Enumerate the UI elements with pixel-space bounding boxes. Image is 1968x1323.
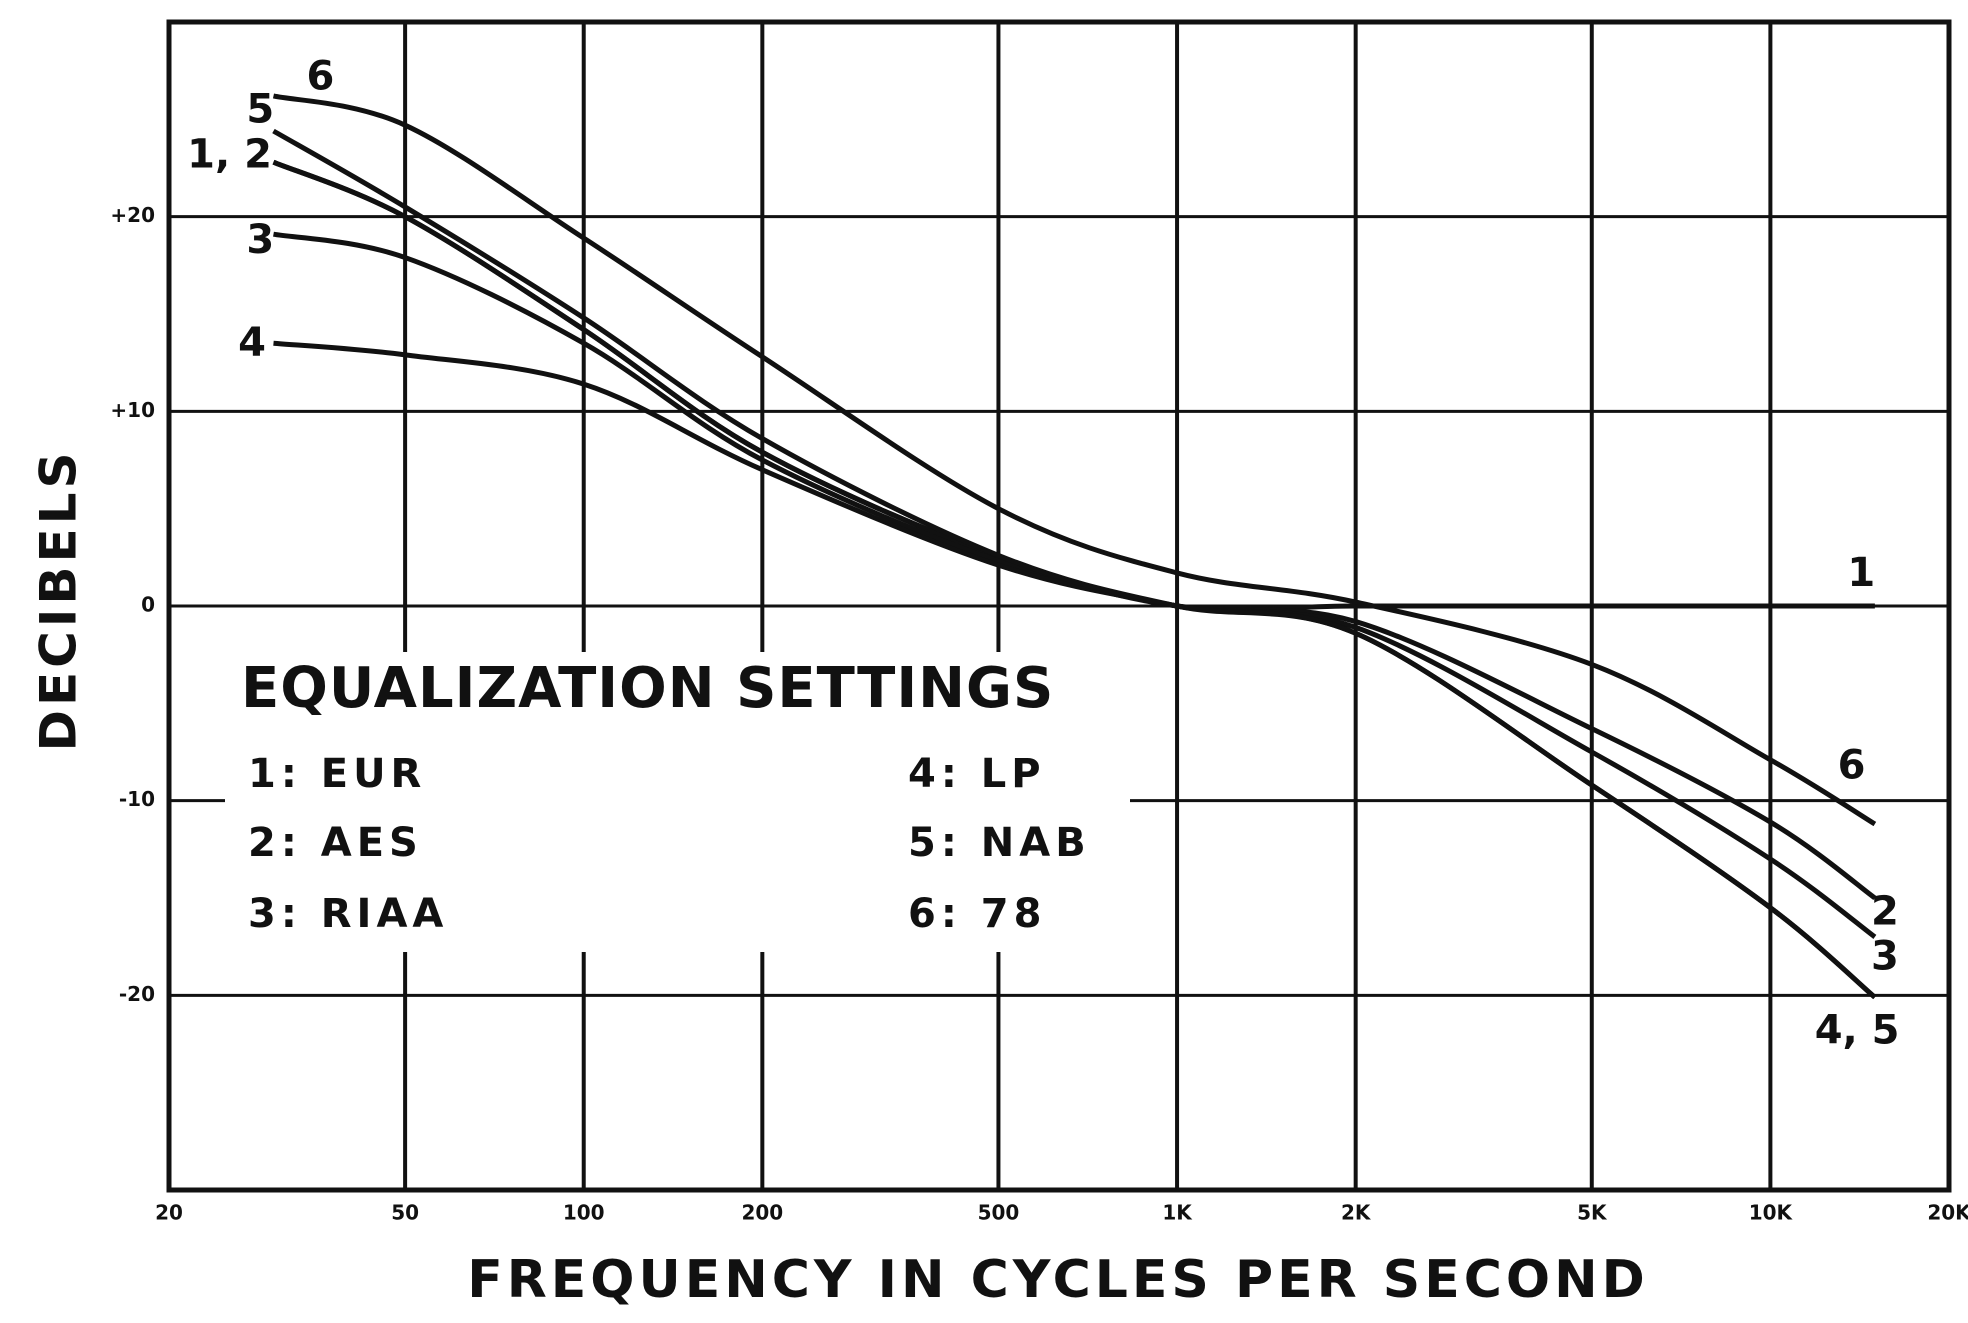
x-tick-label: 200 [741,1201,783,1225]
curve-label: 4, 5 [1815,1007,1900,1053]
x-tick-label: 500 [978,1201,1020,1225]
legend-title: EQUALIZATION SETTINGS [241,656,1054,721]
x-tick-label: 20K [1927,1201,1968,1225]
legend-entry: 5: NAB [908,820,1091,866]
line-series [272,93,1877,827]
x-tick-label: 10K [1749,1201,1794,1225]
curve-label: 4 [238,320,266,366]
x-tick-label: 5K [1577,1201,1608,1225]
y-tick-label: -10 [119,787,155,811]
curve-label: 1, 2 [187,131,272,177]
x-tick-label: 2K [1341,1201,1372,1225]
line-series [272,128,1877,1000]
x-axis-label: FREQUENCY IN CYCLES PER SECOND [467,1250,1649,1310]
plot-frame [166,19,1952,1193]
legend-entry: 4: LP [908,751,1046,797]
y-tick-label: +20 [110,203,155,227]
y-tick-label: -20 [119,982,155,1006]
legend-entry: 2: AES [248,820,423,866]
x-tick-label: 50 [391,1201,419,1225]
legend-entry: 6: 78 [908,891,1046,937]
legend-entry: 3: RIAA [248,891,448,937]
curve-label: 3 [1871,933,1899,979]
x-tick-label: 1K [1162,1201,1193,1225]
x-tick-label: 20 [155,1201,183,1225]
y-tick-label: +10 [110,398,155,422]
curve-label: 6 [307,53,335,99]
curve-label: 6 [1838,743,1866,789]
x-tick-label: 100 [563,1201,605,1225]
curve-label: 2 [1871,889,1899,935]
legend-box [225,652,1130,952]
y-axis-label: DECIBELS [30,448,88,751]
curve-label: 3 [246,217,274,263]
curve-label: 1 [1847,550,1875,596]
curve-label: 5 [246,87,274,133]
legend-entry: 1: EUR [248,751,426,797]
y-tick-label: 0 [141,593,155,617]
